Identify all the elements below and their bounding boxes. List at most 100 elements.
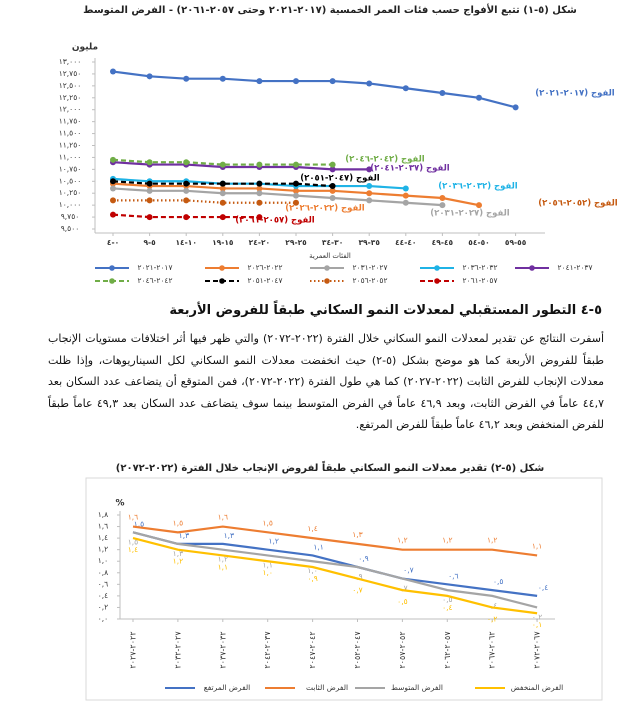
x-tick-label: ٥٠-٥٤ <box>468 238 489 247</box>
x-tick-label: ٢٠٦٧-٢٠٧٢ <box>533 631 542 669</box>
y-tick-label: ٩,٥٠٠ <box>61 224 80 233</box>
value-label: ١,٢ <box>397 536 407 545</box>
x-axis-label: الفئات العمرية <box>309 252 351 260</box>
value-label: ١,٦ <box>128 513 138 522</box>
value-label: ٠,٤ <box>442 603 452 612</box>
value-label: ١,٣ <box>179 531 189 540</box>
point <box>439 90 446 97</box>
annotation: الفوج (٢٠٥٧-٢٠٦١) <box>235 216 315 226</box>
point <box>146 197 153 204</box>
legend-label: الفرض المتوسط <box>391 683 443 692</box>
point <box>110 156 116 163</box>
point <box>146 180 153 187</box>
y-tick-label: ١١,٥٠٠ <box>59 129 82 138</box>
x-tick-label: ٢٠٣٧-٢٠٤٢ <box>263 631 272 669</box>
y-tick-label: ١١,٢٥٠ <box>59 141 82 150</box>
point <box>402 85 409 92</box>
value-label: ٠,١ <box>532 620 542 629</box>
annotation: الفوج (٢٠٤٢-٢٠٤٦) <box>345 155 425 165</box>
value-label: ٠,٥ <box>397 597 407 606</box>
legend-label: الفرض المرتفع <box>204 683 250 692</box>
point <box>439 202 446 209</box>
point <box>183 75 190 82</box>
x-tick-label: ٢٠٥٧-٢٠٦٢ <box>443 631 452 669</box>
y-tick-label: ١٢,٧٥٠ <box>59 69 82 78</box>
y-axis-label: % <box>115 499 124 509</box>
chart-title: شكل (٥-٢) تقدير معدلات النمو السكاني طبق… <box>116 460 545 474</box>
point <box>219 185 226 192</box>
value-label: ٠,٥ <box>442 595 452 604</box>
annotation: الفوج (٢٠٥٢-٢٠٥٦) <box>538 199 618 209</box>
x-tick-label: ٠-٤ <box>107 238 119 247</box>
legend-marker <box>109 278 115 284</box>
legend-label: ٢٠٤٢-٢٠٤٦ <box>138 276 173 285</box>
point <box>366 183 373 190</box>
point <box>219 75 226 82</box>
value-label: ٠,٩ <box>358 554 368 563</box>
x-tick-label: ٤٠-٤٤ <box>395 238 416 247</box>
series-line <box>132 537 538 615</box>
point <box>110 178 116 185</box>
point <box>476 94 482 101</box>
legend-label: ٢٠٤٧-٢٠٥١ <box>248 276 283 285</box>
point <box>366 197 373 204</box>
x-tick-label: ٣٥-٣٩ <box>358 238 380 247</box>
point <box>219 199 226 206</box>
value-label: ١,٥ <box>128 537 138 546</box>
value-label: ١,٣ <box>352 530 362 539</box>
value-label: ٠,٧ <box>403 566 413 575</box>
value-label: ١,١ <box>532 541 542 550</box>
series-line <box>132 531 538 609</box>
legend-label: ٢٠٥٧-٢٠٦١ <box>463 276 498 285</box>
value-label: ١,٢ <box>442 536 452 545</box>
point <box>329 194 336 201</box>
legend-label: ٢٠٢٧-٢٠٣١ <box>353 263 388 272</box>
x-tick-label: ٢٠٤٢-٢٠٤٧ <box>308 631 317 668</box>
legend-marker <box>529 265 535 271</box>
y-tick-label: ١,٠ <box>98 556 108 565</box>
x-tick-label: ٢٥-٢٩ <box>285 238 307 247</box>
legend-marker <box>219 265 225 271</box>
y-tick-label: ١,٤ <box>98 533 108 542</box>
annotation: الفوج (٢٠٢٢-٢٠٢٦) <box>285 204 365 214</box>
y-tick-label: ١١,٧٥٠ <box>59 117 82 126</box>
value-label: ١,٠ <box>307 566 317 575</box>
x-tick-label: ٢٠٢٧-٢٠٣٢ <box>173 631 182 669</box>
point <box>219 180 226 187</box>
series-line <box>112 187 443 207</box>
point <box>146 214 153 221</box>
point <box>256 180 263 187</box>
point <box>256 190 263 197</box>
value-label: ٠,٩ <box>307 574 317 583</box>
y-tick-label: ١٢,٠٠٠ <box>59 105 82 114</box>
legend-label: ٢٠٣٢-٢٠٣٦ <box>463 263 498 272</box>
point <box>183 214 190 221</box>
y-tick-label: ١٠,٧٥٠ <box>59 164 82 173</box>
point <box>329 166 336 173</box>
x-tick-label: ٣٠-٣٤ <box>322 238 343 247</box>
point <box>366 80 373 87</box>
legend-marker <box>219 278 225 284</box>
value-label: ١,٤ <box>307 524 317 533</box>
point <box>366 166 373 173</box>
value-label: ١,٥ <box>173 518 183 527</box>
legend-label: ٢٠١٧-٢٠٢١ <box>138 263 173 272</box>
point <box>256 214 263 221</box>
value-label: ١,٢ <box>218 555 228 564</box>
legend-label: الفرض الثابت <box>306 683 348 692</box>
y-axis-label: مليون <box>72 43 98 53</box>
legend-marker <box>109 265 115 271</box>
point <box>256 185 263 192</box>
value-label: ٠,٥ <box>493 577 503 586</box>
series-line <box>112 161 370 171</box>
legend-marker <box>434 278 440 284</box>
series-line <box>112 70 516 109</box>
point <box>366 190 373 197</box>
value-label: ١,٠ <box>262 568 272 577</box>
point <box>219 161 226 168</box>
x-tick-label: ١٥-١٩ <box>212 238 234 247</box>
y-tick-label: ١٠,٢٥٠ <box>59 188 82 197</box>
x-tick-label: ٢٠٣٢-٢٠٣٧ <box>218 631 227 668</box>
